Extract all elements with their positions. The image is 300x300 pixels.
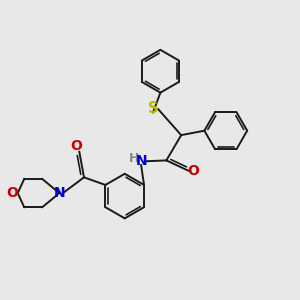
Text: N: N xyxy=(53,186,65,200)
Text: H: H xyxy=(129,152,140,165)
Text: O: O xyxy=(187,164,199,178)
Text: S: S xyxy=(148,101,158,116)
Text: O: O xyxy=(7,186,19,200)
Text: O: O xyxy=(70,140,82,153)
Text: N: N xyxy=(135,154,147,168)
